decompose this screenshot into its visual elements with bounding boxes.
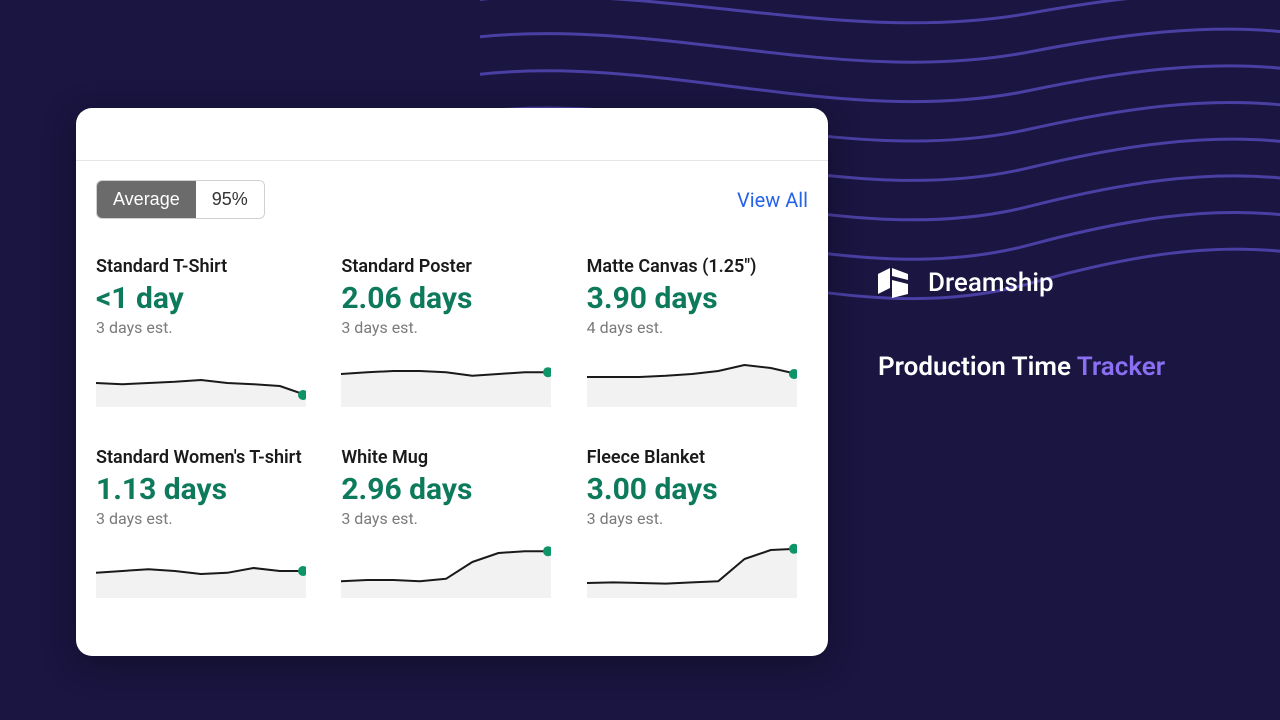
tile-value: 2.96 days bbox=[341, 472, 562, 507]
card-header: Average 95% View All bbox=[96, 180, 808, 219]
product-tile[interactable]: Fleece Blanket 3.00 days 3 days est. bbox=[587, 447, 808, 598]
card-divider bbox=[76, 160, 828, 161]
product-tile[interactable]: Standard Poster 2.06 days 3 days est. bbox=[341, 256, 562, 407]
tile-subtext: 3 days est. bbox=[341, 318, 562, 337]
tile-subtext: 3 days est. bbox=[587, 509, 808, 528]
tile-title: Standard Women's T-shirt bbox=[96, 447, 317, 468]
toggle-average-button[interactable]: Average bbox=[97, 181, 196, 218]
sparkline bbox=[341, 347, 551, 407]
tile-value: 3.90 days bbox=[587, 281, 808, 316]
tile-subtext: 3 days est. bbox=[96, 318, 317, 337]
brand-block: Dreamship bbox=[878, 268, 1054, 298]
tile-value: 3.00 days bbox=[587, 472, 808, 507]
tiles-grid: Standard T-Shirt <1 day 3 days est. Stan… bbox=[96, 256, 808, 598]
tile-title: Matte Canvas (1.25") bbox=[587, 256, 808, 277]
sparkline bbox=[96, 538, 306, 598]
product-tile[interactable]: Standard Women's T-shirt 1.13 days 3 day… bbox=[96, 447, 317, 598]
page-headline: Production Time Tracker bbox=[878, 352, 1165, 382]
tile-value: 1.13 days bbox=[96, 472, 317, 507]
headline-part2: Tracker bbox=[1077, 352, 1165, 382]
tile-subtext: 3 days est. bbox=[96, 509, 317, 528]
sparkline bbox=[587, 347, 797, 407]
sparkline bbox=[341, 538, 551, 598]
sparkline bbox=[587, 538, 797, 598]
dreamship-logo-icon bbox=[878, 268, 912, 298]
product-tile[interactable]: Matte Canvas (1.25") 3.90 days 4 days es… bbox=[587, 256, 808, 407]
tile-subtext: 3 days est. bbox=[341, 509, 562, 528]
product-tile[interactable]: White Mug 2.96 days 3 days est. bbox=[341, 447, 562, 598]
sparkline bbox=[96, 347, 306, 407]
tile-title: White Mug bbox=[341, 447, 562, 468]
metric-toggle: Average 95% bbox=[96, 180, 265, 219]
toggle-95-button[interactable]: 95% bbox=[196, 181, 264, 218]
tile-value: 2.06 days bbox=[341, 281, 562, 316]
tile-title: Standard T-Shirt bbox=[96, 256, 317, 277]
headline-part1: Production Time bbox=[878, 352, 1077, 382]
brand-name: Dreamship bbox=[928, 268, 1054, 298]
tile-title: Standard Poster bbox=[341, 256, 562, 277]
tile-subtext: 4 days est. bbox=[587, 318, 808, 337]
tile-value: <1 day bbox=[96, 281, 317, 316]
production-card: Average 95% View All Standard T-Shirt <1… bbox=[76, 108, 828, 656]
tile-title: Fleece Blanket bbox=[587, 447, 808, 468]
product-tile[interactable]: Standard T-Shirt <1 day 3 days est. bbox=[96, 256, 317, 407]
view-all-link[interactable]: View All bbox=[737, 188, 808, 212]
